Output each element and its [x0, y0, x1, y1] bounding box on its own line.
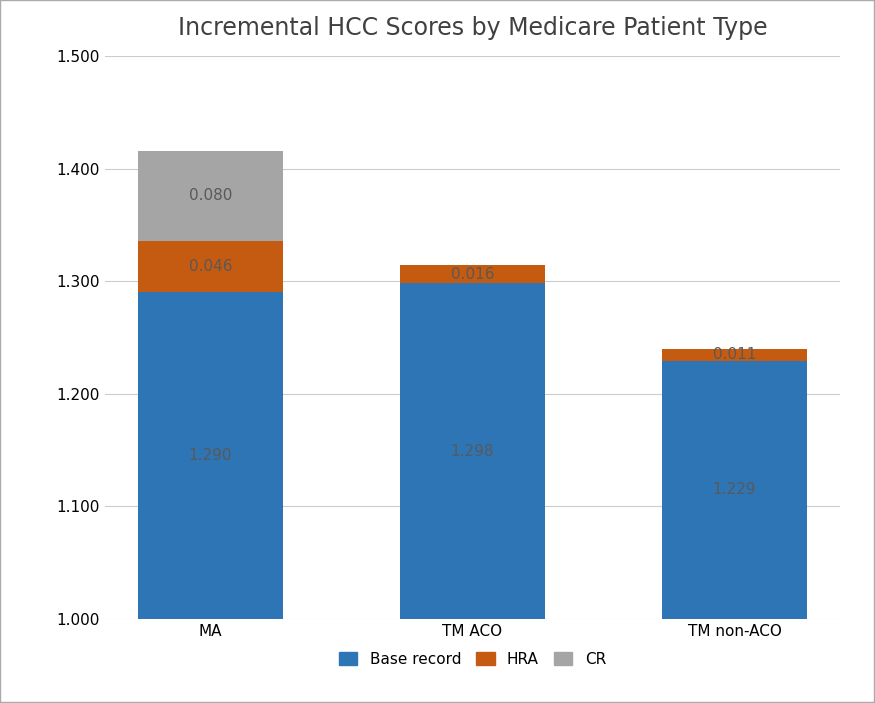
- Text: 0.016: 0.016: [451, 267, 494, 282]
- Text: 1.229: 1.229: [713, 482, 756, 497]
- Bar: [138, 292, 283, 619]
- Bar: [662, 349, 807, 361]
- Bar: [138, 150, 283, 240]
- Text: 1.290: 1.290: [189, 448, 232, 463]
- Text: 1.298: 1.298: [451, 444, 494, 458]
- Bar: [401, 283, 544, 619]
- Bar: [401, 266, 544, 283]
- Text: 0.080: 0.080: [189, 188, 232, 203]
- Text: 0.046: 0.046: [189, 259, 232, 274]
- Title: Incremental HCC Scores by Medicare Patient Type: Incremental HCC Scores by Medicare Patie…: [178, 16, 767, 40]
- Legend: Base record, HRA, CR: Base record, HRA, CR: [333, 645, 612, 673]
- Text: 0.011: 0.011: [713, 347, 756, 362]
- Bar: [138, 240, 283, 292]
- Bar: [662, 361, 807, 619]
